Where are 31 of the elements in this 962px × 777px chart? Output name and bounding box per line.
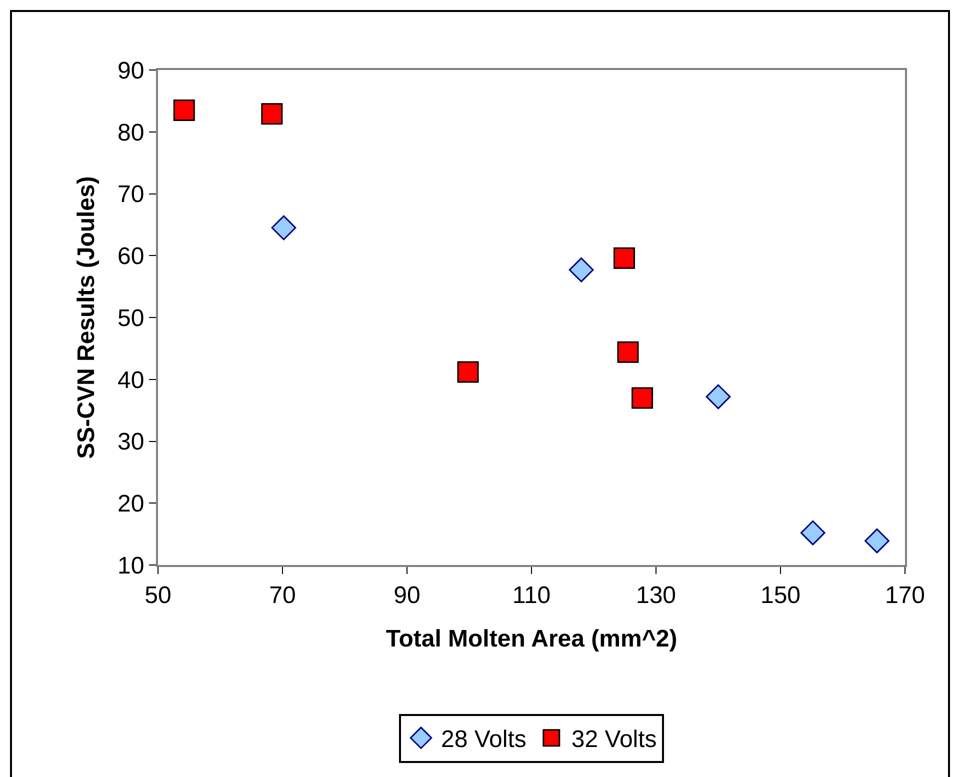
y-tick-label: 40: [117, 366, 144, 394]
point: [617, 341, 639, 363]
point: [261, 103, 283, 125]
x-tick-label: 70: [269, 582, 296, 609]
x-tick-label: 50: [144, 582, 172, 609]
point: [864, 528, 890, 554]
y-tick-label: 20: [117, 490, 144, 518]
point: [632, 387, 654, 409]
y-axis-title: SS-CVN Results (Joules): [73, 176, 100, 459]
x-tick-label: 170: [884, 582, 926, 609]
point: [614, 247, 635, 269]
x-axis-title: Total Molten Area (mm^2): [386, 626, 678, 653]
y-tick-label: 50: [117, 304, 144, 332]
point: [271, 215, 296, 240]
y-tick-label: 80: [117, 119, 144, 146]
y-tick-label: 90: [117, 57, 144, 84]
y-tick-label: 60: [117, 243, 144, 270]
y-tick-label: 10: [117, 552, 144, 580]
point: [457, 361, 479, 383]
y-tick-label: 70: [117, 181, 144, 208]
point: [568, 257, 594, 282]
y-tick-label: 30: [117, 428, 144, 456]
point: [173, 99, 195, 121]
legend-label: 32 Volts: [571, 726, 657, 754]
x-tick-label: 90: [394, 582, 420, 609]
point: [706, 384, 731, 410]
x-tick-label: 110: [512, 582, 551, 609]
legend-label: 28 Volts: [441, 726, 526, 754]
x-tick-label: 130: [636, 582, 676, 609]
x-tick-label: 150: [760, 582, 801, 609]
point: [800, 520, 826, 546]
